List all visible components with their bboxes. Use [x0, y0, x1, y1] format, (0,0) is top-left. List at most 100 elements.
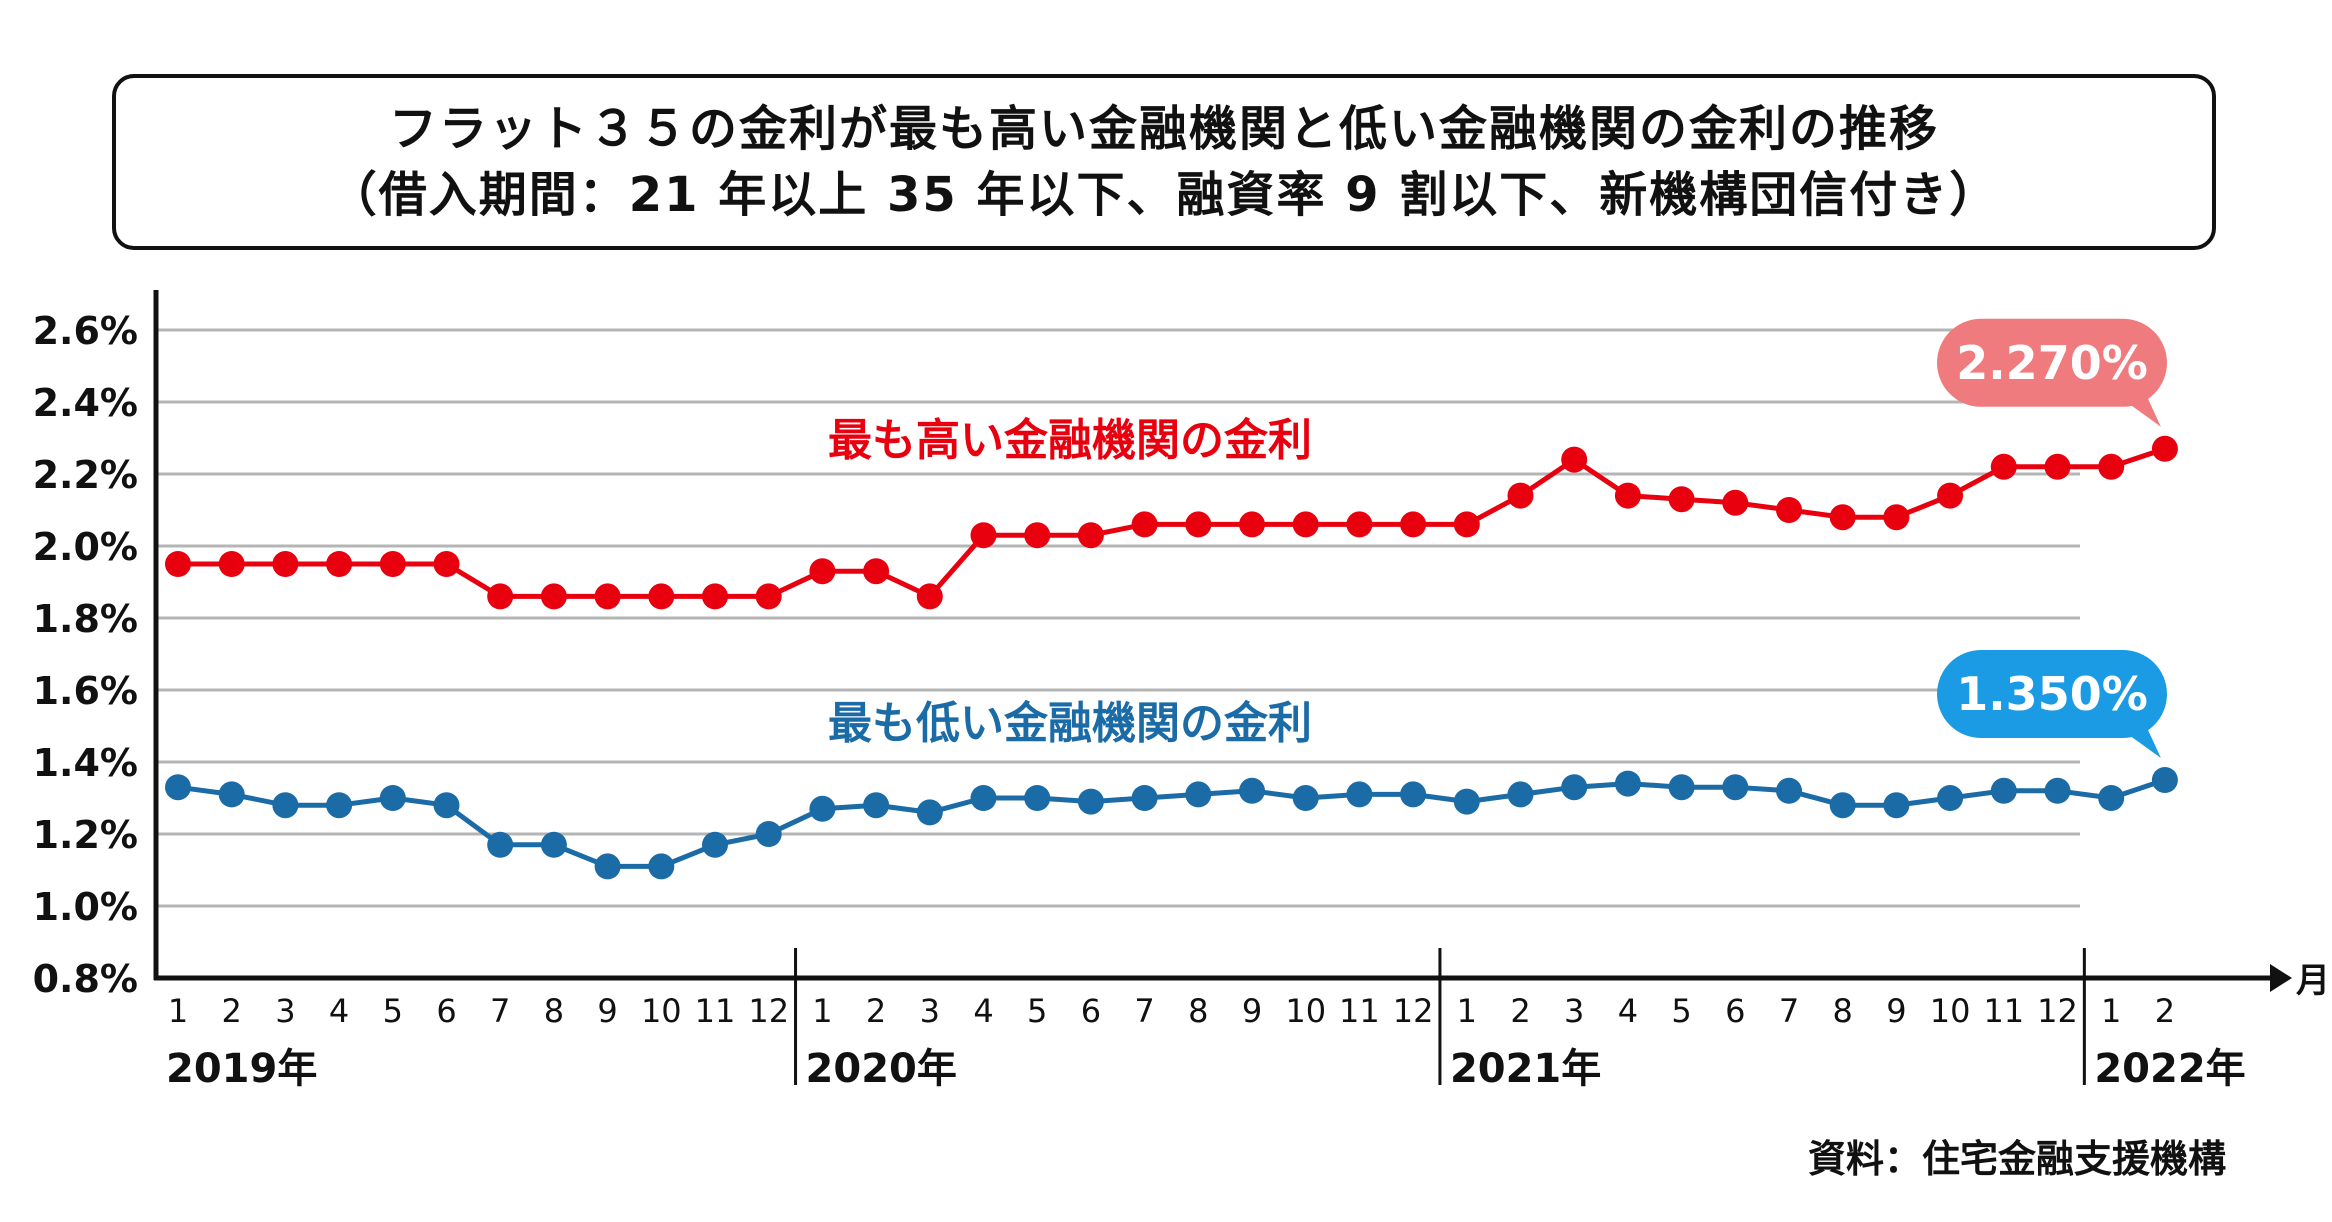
data-point [1722, 489, 1749, 516]
series-label: 最も高い金融機関の金利 [828, 415, 1312, 466]
source-note: 資料：住宅金融支援機構 [1807, 1137, 2226, 1181]
data-point [272, 792, 299, 819]
x-tick-label: 4 [1618, 992, 1638, 1030]
x-tick-label: 1 [2101, 992, 2121, 1030]
x-tick-label: 9 [1242, 992, 1262, 1030]
data-point [218, 551, 245, 577]
data-point [2151, 767, 2178, 793]
data-point [379, 785, 406, 811]
data-point [272, 551, 299, 577]
data-point [916, 583, 943, 610]
year-label: 2019年 [166, 1046, 317, 1092]
data-point [1292, 785, 1319, 811]
data-point [863, 792, 890, 819]
x-tick-label: 6 [1725, 992, 1745, 1030]
x-tick-label: 4 [329, 992, 349, 1030]
data-point [809, 558, 836, 585]
data-point [1668, 774, 1695, 801]
x-tick-label: 3 [275, 992, 295, 1030]
callout-bubble [1937, 650, 2167, 738]
data-point [1829, 504, 1856, 531]
data-point [218, 781, 245, 808]
data-point [594, 583, 621, 610]
data-point [1507, 781, 1534, 808]
data-point [1131, 785, 1158, 811]
y-tick-label: 0.8% [33, 957, 138, 1001]
data-point [1346, 511, 1373, 538]
data-point [1668, 486, 1695, 513]
data-point [1453, 788, 1480, 815]
data-point [1614, 482, 1641, 509]
x-tick-label: 9 [1886, 992, 1906, 1030]
x-tick-label: 8 [1188, 992, 1208, 1030]
y-tick-label: 2.6% [33, 309, 138, 353]
data-point [1185, 781, 1212, 808]
data-point [916, 799, 943, 826]
data-point [326, 792, 353, 819]
data-point [540, 831, 567, 858]
x-tick-label: 7 [1779, 992, 1799, 1030]
chart-subtitle: （借入期間：21 年以上 35 年以下、融資率 9 割以下、新機構団信付き） [328, 167, 2000, 223]
data-point [326, 551, 353, 577]
data-point [1024, 785, 1051, 811]
data-point [1937, 785, 1964, 811]
callout-value: 1.350% [1956, 667, 2148, 721]
data-point [1400, 781, 1427, 808]
callout-value: 2.270% [1956, 336, 2148, 390]
x-axis-arrow [2270, 964, 2292, 992]
x-tick-label: 10 [1930, 992, 1971, 1030]
x-tick-label: 6 [1081, 992, 1101, 1030]
series-label: 最も低い金融機関の金利 [828, 698, 1312, 749]
data-point [1937, 482, 1964, 509]
x-tick-label: 2 [866, 992, 886, 1030]
data-point [1239, 511, 1265, 538]
data-point [1776, 777, 1802, 804]
x-tick-label: 10 [1285, 992, 1326, 1030]
data-point [648, 853, 675, 880]
data-point [970, 522, 997, 549]
x-tick-label: 1 [1457, 992, 1477, 1030]
data-point [755, 821, 782, 847]
data-point [1239, 777, 1265, 804]
data-point [1614, 770, 1641, 797]
x-tick-label: 8 [544, 992, 564, 1030]
series-line [177, 777, 2166, 869]
data-point [1024, 522, 1051, 549]
data-point [2044, 453, 2071, 480]
data-point [1990, 777, 2017, 804]
x-tick-label: 1 [812, 992, 832, 1030]
x-tick-label: 8 [1833, 992, 1853, 1030]
y-tick-label: 1.6% [33, 669, 138, 713]
data-point [1077, 522, 1104, 549]
x-tick-label: 11 [1339, 992, 1380, 1030]
x-tick-label: 3 [920, 992, 940, 1030]
x-tick-label: 11 [1983, 992, 2024, 1030]
x-tick-label: 5 [1027, 992, 1047, 1030]
data-point [1292, 511, 1319, 538]
data-point [1561, 446, 1588, 473]
x-tick-label: 3 [1564, 992, 1584, 1030]
x-tick-label: 1 [168, 992, 188, 1030]
data-point [1829, 792, 1856, 819]
data-point [2098, 785, 2125, 811]
x-tick-label: 12 [1393, 992, 1434, 1030]
callout-bubble [1937, 318, 2167, 407]
x-tick-label: 2 [2155, 992, 2175, 1030]
year-label: 2021年 [1450, 1046, 1601, 1092]
x-tick-label: 11 [695, 992, 736, 1030]
data-point [165, 551, 191, 577]
x-tick-label: 10 [641, 992, 682, 1030]
data-point [2098, 453, 2125, 480]
data-point [1883, 504, 1910, 531]
x-tick-label: 12 [748, 992, 789, 1030]
x-tick-label: 5 [383, 992, 403, 1030]
y-tick-label: 1.8% [33, 597, 138, 641]
data-point [2044, 777, 2071, 804]
data-point [1453, 511, 1480, 538]
x-tick-label: 9 [597, 992, 617, 1030]
data-point [2151, 435, 2178, 462]
data-point [863, 558, 890, 585]
series-line [178, 446, 2166, 599]
data-point [540, 583, 567, 610]
